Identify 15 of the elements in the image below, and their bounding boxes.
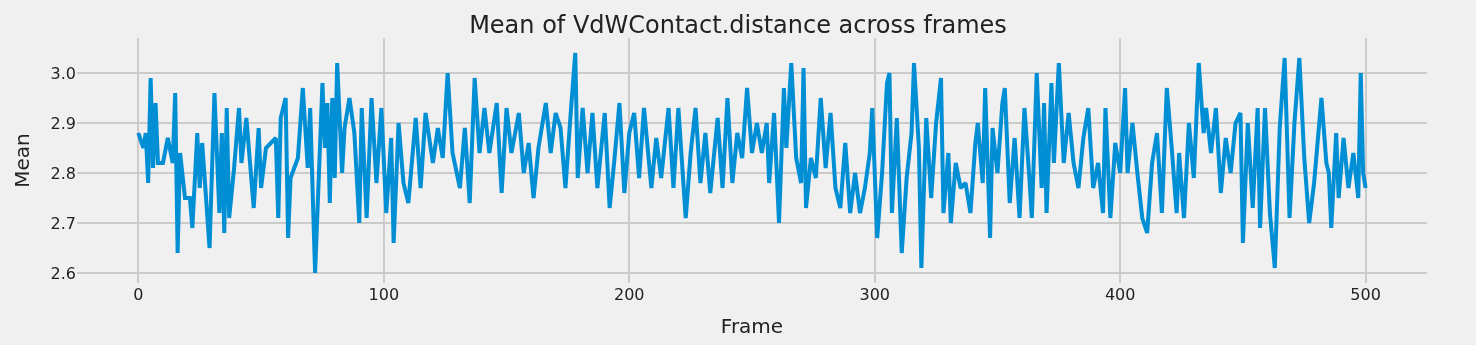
x-tick-label: 0 (133, 285, 144, 304)
line-series (136, 51, 1368, 275)
x-tick-label: 100 (368, 285, 400, 304)
y-axis-title: Mean (10, 133, 35, 188)
y-tick-label: 2.6 (50, 263, 76, 283)
x-tick-label: 200 (614, 285, 645, 304)
chart-title: Mean of VdWContact.distance across frames (469, 10, 1007, 39)
y-tick-label: 2.9 (50, 113, 76, 133)
x-axis-title: Frame (720, 313, 784, 338)
y-tick-label: 2.7 (50, 213, 76, 233)
x-tick-label: 400 (1104, 285, 1136, 304)
x-tick-label: 300 (859, 285, 890, 304)
y-tick-label: 3.0 (50, 63, 76, 83)
x-tick-label: 500 (1350, 285, 1381, 304)
y-tick-label: 2.8 (50, 163, 76, 183)
